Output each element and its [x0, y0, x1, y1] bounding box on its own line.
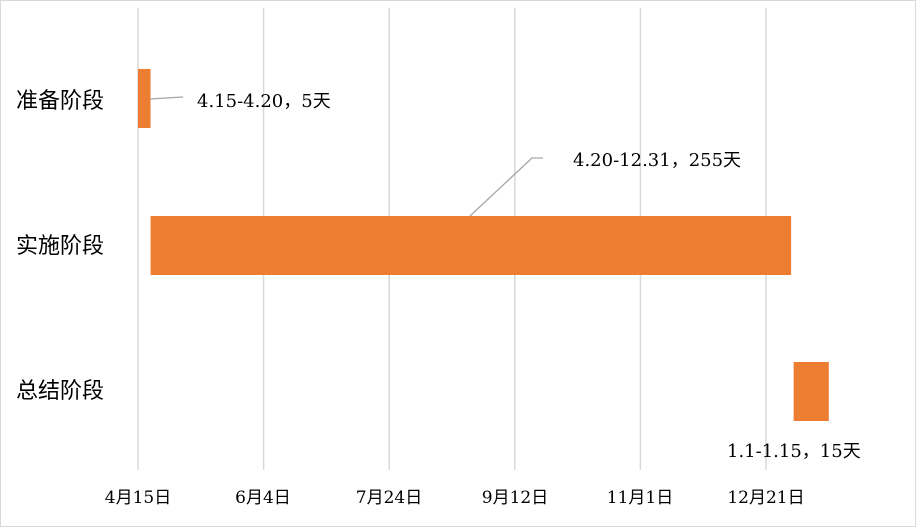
x-tick-label: 4月15日: [105, 488, 171, 508]
x-tick-label: 9月12日: [482, 488, 548, 508]
bars: [138, 69, 829, 421]
category-label-impl: 实施阶段: [16, 234, 104, 259]
leader-line-prep: [149, 96, 184, 100]
bar-prep: [138, 69, 151, 128]
data-label-impl: 4.20-12.31，255天: [573, 150, 741, 171]
x-tick-label: 6月4日: [235, 488, 291, 508]
leader-lines: [149, 96, 543, 217]
data-label-summary: 1.1-1.15，15天: [727, 441, 861, 462]
category-label-summary: 总结阶段: [16, 379, 104, 404]
x-tick-label: 11月1日: [607, 488, 673, 508]
bar-summary: [793, 362, 829, 421]
category-label-prep: 准备阶段: [16, 89, 104, 114]
leader-line-impl: [469, 157, 543, 217]
bar-impl: [150, 216, 792, 275]
data-label-prep: 4.15-4.20，5天: [197, 91, 331, 112]
x-tick-label: 12月21日: [727, 488, 804, 508]
x-tick-label: 7月24日: [356, 488, 422, 508]
